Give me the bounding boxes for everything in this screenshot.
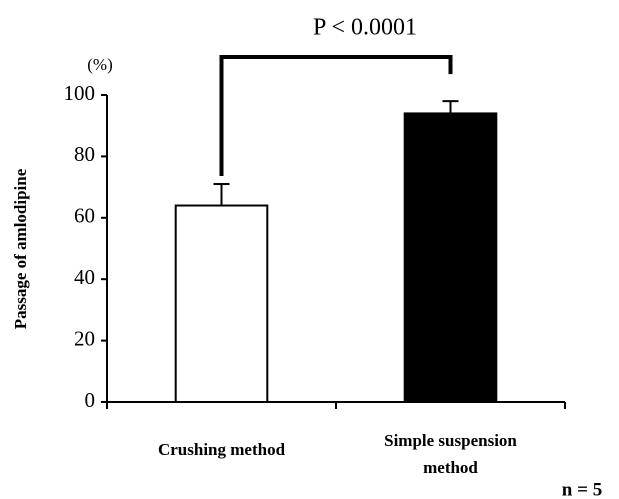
y-tick-label: 20	[74, 326, 95, 350]
sample-size: n = 5	[562, 479, 602, 499]
y-tick-label: 100	[64, 81, 96, 105]
bar	[403, 112, 498, 403]
x-tick-label-line: method	[423, 458, 478, 477]
y-tick-label: 40	[74, 265, 95, 289]
x-tick-label: Simple suspension method	[384, 431, 517, 477]
x-tick-label-line: Simple suspension	[384, 431, 517, 450]
x-tick-label: Crushing method	[158, 440, 286, 459]
y-tick-label: 80	[74, 142, 95, 166]
y-tick-label: 60	[74, 204, 95, 228]
y-unit: (%)	[87, 55, 112, 74]
y-tick-label: 0	[85, 388, 96, 412]
y-axis-label: Passage of amlodipine	[11, 168, 30, 329]
bar	[174, 204, 269, 403]
p-value: P < 0.0001	[313, 15, 417, 41]
significance-bracket	[219, 55, 453, 177]
